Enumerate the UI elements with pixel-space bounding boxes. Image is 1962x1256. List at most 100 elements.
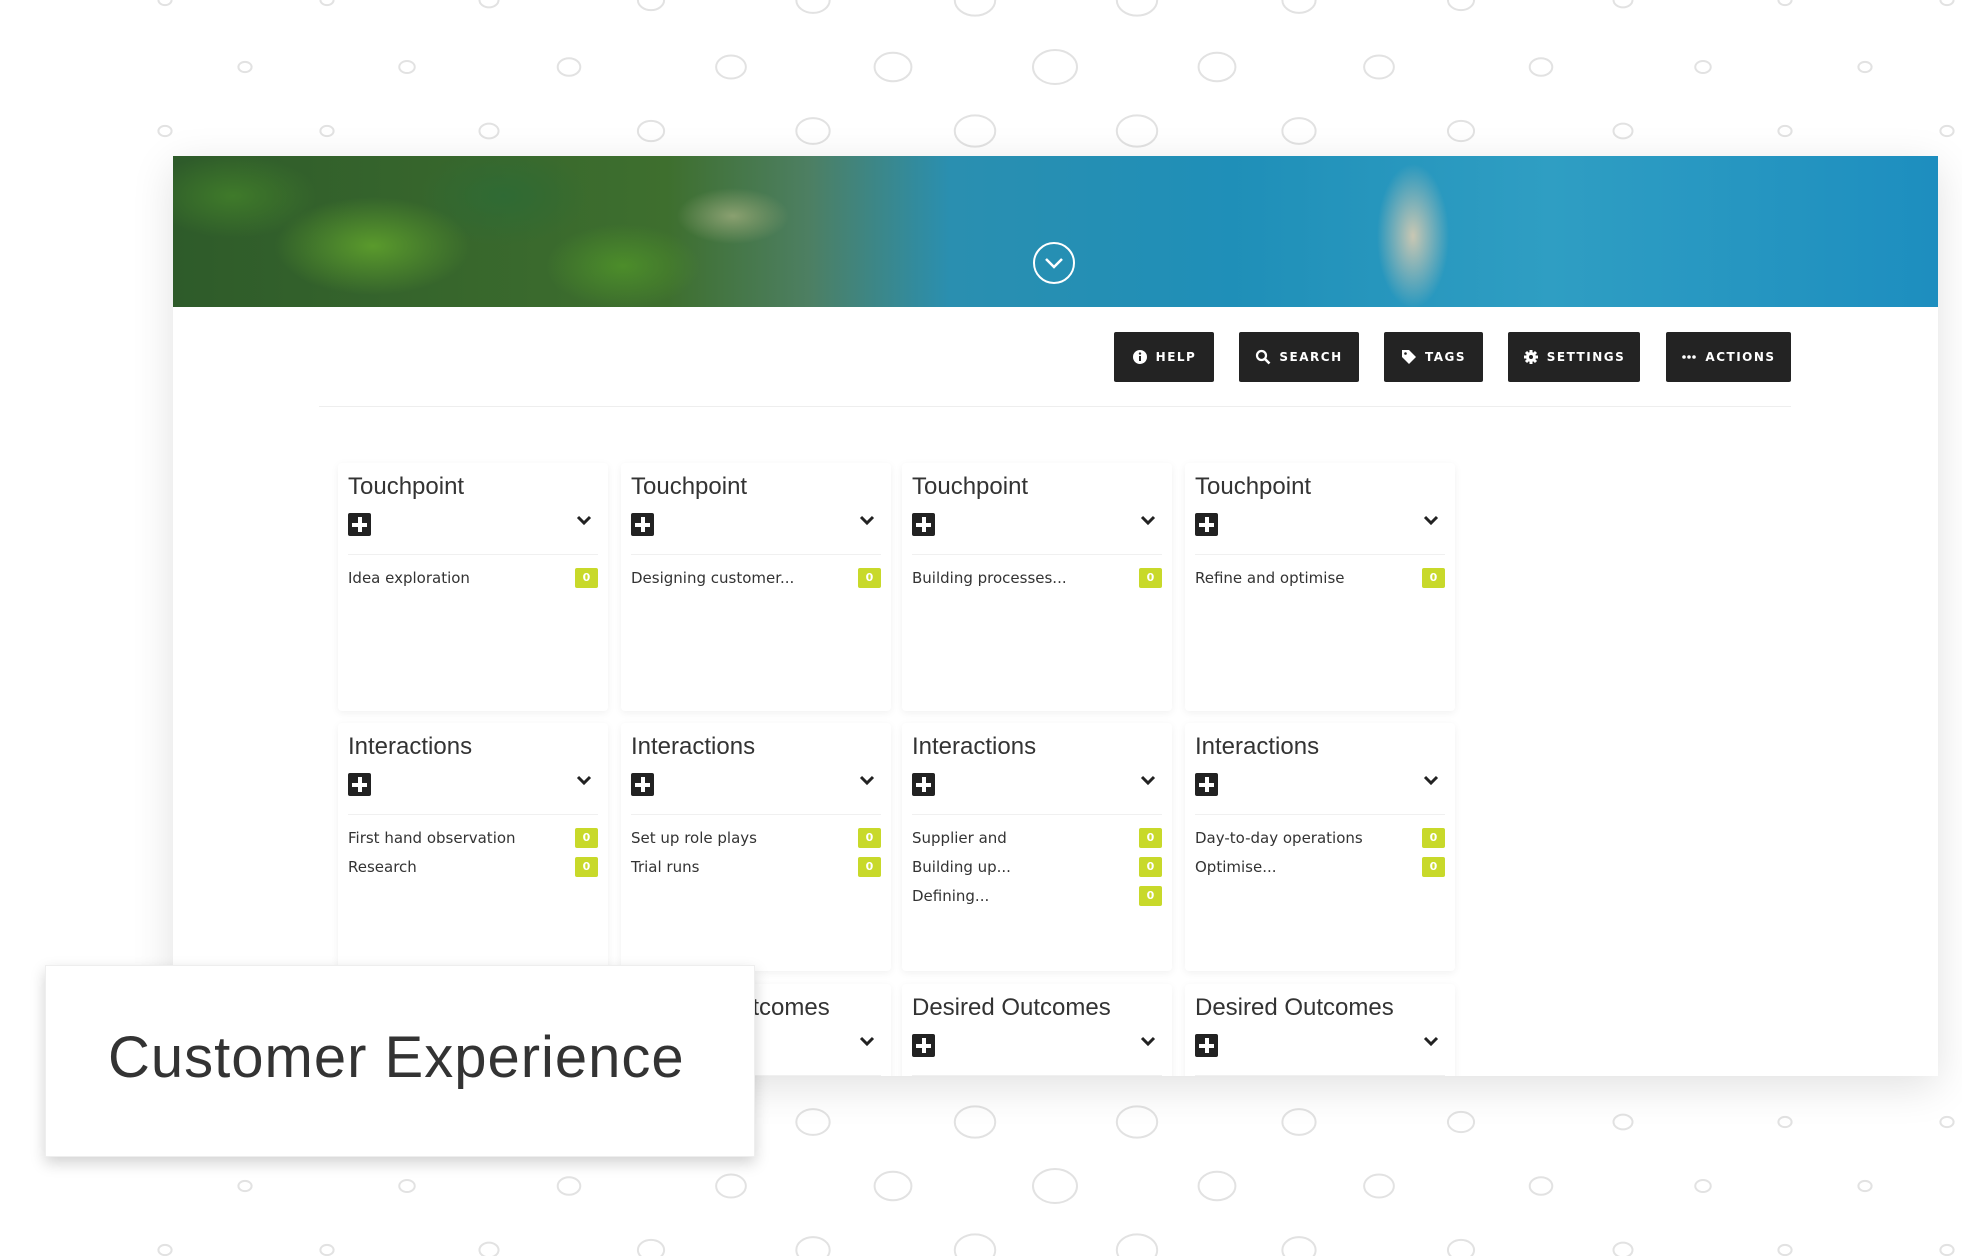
background-circle <box>1612 1113 1634 1131</box>
background-circle <box>953 1233 997 1256</box>
card-divider <box>348 554 598 555</box>
search-button[interactable]: SEARCH <box>1239 332 1359 382</box>
tags-button[interactable]: TAGS <box>1384 332 1483 382</box>
list-item[interactable]: Day-to-day operations 0 <box>1195 823 1445 852</box>
background-circle <box>1446 119 1476 143</box>
add-item-icon[interactable] <box>912 773 935 796</box>
background-circle <box>1115 1233 1159 1256</box>
background-circle <box>953 114 997 148</box>
background-circle <box>319 1243 335 1256</box>
background-circle <box>715 1173 747 1199</box>
add-item-icon[interactable] <box>1195 513 1218 536</box>
settings-label: SETTINGS <box>1546 350 1626 364</box>
actions-button[interactable]: ACTIONS <box>1666 332 1791 382</box>
background-circle <box>237 1179 253 1193</box>
list-item[interactable]: Building up... 0 <box>912 852 1162 881</box>
add-item-icon[interactable] <box>912 1034 935 1057</box>
list-item[interactable]: Supplier and 0 <box>912 823 1162 852</box>
card-interactions: Interactions Supplier and 0 Building up...… <box>902 723 1172 971</box>
chevron-down-icon[interactable] <box>1140 775 1156 787</box>
background-circle <box>157 1243 173 1256</box>
background-circle <box>157 0 173 7</box>
list-item[interactable]: Research 0 <box>348 852 598 881</box>
item-label: Building processes... <box>912 568 1067 587</box>
background-circle <box>478 0 500 9</box>
card-touchpoint: Touchpoint Idea exploration 0 <box>338 463 608 711</box>
list-item[interactable]: Optimise... 0 <box>1195 852 1445 881</box>
count-badge: 0 <box>1139 885 1162 906</box>
count-badge: 0 <box>1139 827 1162 848</box>
background-circle <box>478 122 500 140</box>
list-item[interactable]: First hand observation 0 <box>348 823 598 852</box>
background-circle <box>1446 0 1476 12</box>
background-circle <box>1939 1243 1955 1256</box>
add-item-icon[interactable] <box>348 513 371 536</box>
chevron-down-icon[interactable] <box>1140 1036 1156 1048</box>
chevron-down-icon[interactable] <box>1423 775 1439 787</box>
card-title: Desired Outcomes <box>912 994 1111 1021</box>
background-circle <box>478 1241 500 1256</box>
add-item-icon[interactable] <box>631 513 654 536</box>
item-label: Research <box>348 857 417 876</box>
chevron-down-icon[interactable] <box>576 775 592 787</box>
item-label: Optimise... <box>1195 857 1277 876</box>
card-divider <box>912 554 1162 555</box>
search-icon <box>1256 349 1271 365</box>
card-divider <box>912 1075 1162 1076</box>
chevron-down-icon[interactable] <box>859 515 875 527</box>
card-title: Interactions <box>631 733 756 760</box>
background-circle <box>1115 0 1159 17</box>
card-title: Touchpoint <box>348 473 465 500</box>
chevron-down-icon[interactable] <box>576 515 592 527</box>
item-label: Set up role plays <box>631 828 757 847</box>
actions-label: ACTIONS <box>1705 350 1776 364</box>
background-circle <box>237 60 253 74</box>
chevron-down-icon[interactable] <box>859 775 875 787</box>
add-item-icon[interactable] <box>912 513 935 536</box>
card-title: Touchpoint <box>1195 473 1312 500</box>
scroll-down-button[interactable] <box>1033 242 1075 284</box>
list-item[interactable]: Trial runs 0 <box>631 852 881 881</box>
card-divider <box>1195 814 1445 815</box>
background-circle <box>556 1176 582 1196</box>
card-title: Interactions <box>912 733 1037 760</box>
list-item[interactable]: Idea exploration 0 <box>348 563 598 592</box>
card-divider <box>1195 554 1445 555</box>
background-circle <box>795 1108 831 1136</box>
list-item[interactable]: Refine and optimise 0 <box>1195 563 1445 592</box>
search-label: SEARCH <box>1279 350 1343 364</box>
help-button[interactable]: HELP <box>1114 332 1214 382</box>
background-circle <box>636 1238 666 1256</box>
card-title: Interactions <box>348 733 473 760</box>
background-circle <box>1115 1105 1159 1139</box>
card-interactions: Interactions Day-to-day operations 0 Optim… <box>1185 723 1455 971</box>
background-circle <box>1694 60 1712 74</box>
list-item[interactable]: Defining... 0 <box>912 881 1162 910</box>
background-circle <box>319 124 335 138</box>
card-divider <box>631 814 881 815</box>
list-item[interactable]: Building processes... 0 <box>912 563 1162 592</box>
add-item-icon[interactable] <box>348 773 371 796</box>
background-circle <box>715 54 747 80</box>
add-item-icon[interactable] <box>631 773 654 796</box>
chevron-down-icon[interactable] <box>1423 515 1439 527</box>
card-divider <box>631 1075 881 1076</box>
add-item-icon[interactable] <box>1195 1034 1218 1057</box>
background-circle <box>795 1236 831 1256</box>
card-desired-outcomes: Desired Outcomes <box>1185 984 1455 1076</box>
item-label: Idea exploration <box>348 568 470 587</box>
background-circle <box>1115 114 1159 148</box>
count-badge: 0 <box>1422 567 1445 588</box>
card-touchpoint: Touchpoint Designing customer... 0 <box>621 463 891 711</box>
chevron-down-icon[interactable] <box>1423 1036 1439 1048</box>
background-circle <box>1777 0 1793 7</box>
add-item-icon[interactable] <box>1195 773 1218 796</box>
chevron-down-icon[interactable] <box>859 1036 875 1048</box>
more-dots-icon <box>1682 355 1697 359</box>
list-item[interactable]: Designing customer... 0 <box>631 563 881 592</box>
gear-icon <box>1523 350 1538 364</box>
overlay-title: Customer Experience <box>108 1025 685 1090</box>
list-item[interactable]: Set up role plays 0 <box>631 823 881 852</box>
chevron-down-icon[interactable] <box>1140 515 1156 527</box>
settings-button[interactable]: SETTINGS <box>1508 332 1640 382</box>
